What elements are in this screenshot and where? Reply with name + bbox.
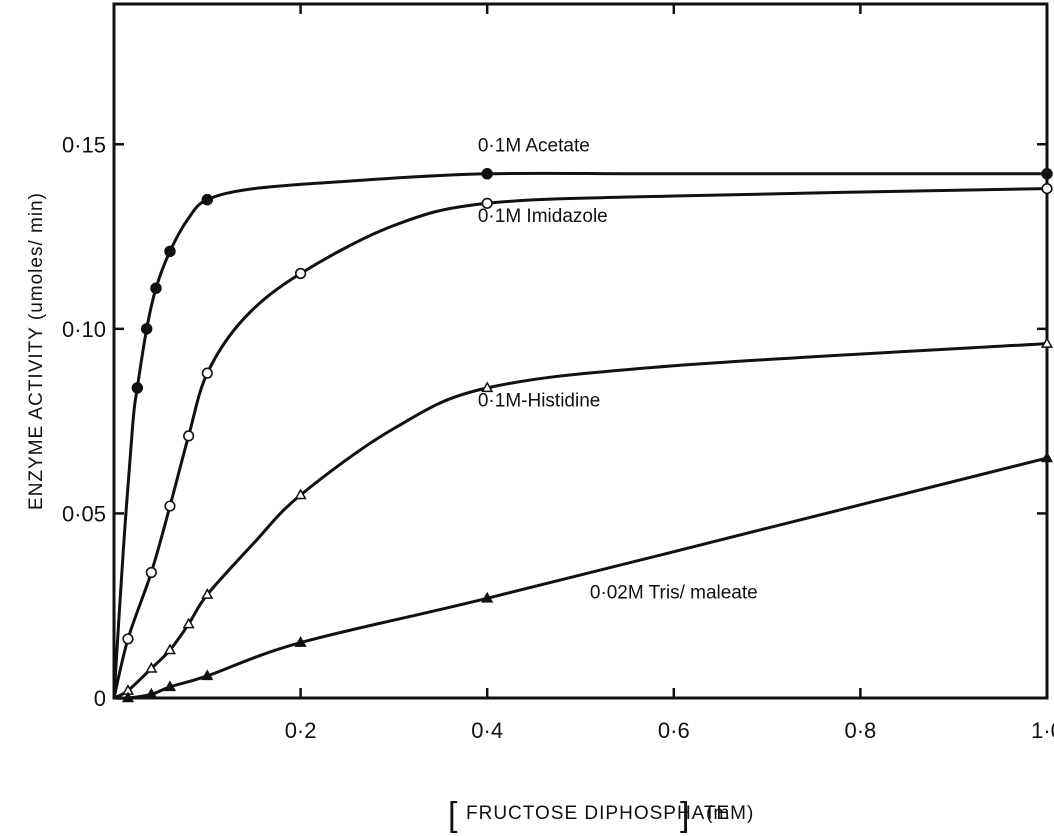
x-tick-label-3: 0·8	[845, 718, 877, 743]
data-point-s0-2	[150, 282, 162, 294]
data-point-s3-6	[1040, 451, 1054, 463]
axis-tick-labels: 0·2 0·4 0·6 0·8 1·0 0 0·05 0·10 0·15	[62, 132, 1054, 743]
series-line-2	[113, 342, 1048, 700]
x-tick-label-0: 0·2	[285, 718, 317, 743]
x-axis-label-close-bracket: ]	[680, 796, 689, 834]
series-markers	[121, 168, 1054, 703]
x-tick-label-2: 0·6	[658, 718, 690, 743]
axis-ticks	[114, 4, 1049, 698]
data-point-s2-4	[201, 588, 214, 599]
series-label-2: 0·1M-Histidine	[478, 390, 600, 411]
x-axis-label-open-bracket: [	[448, 796, 458, 834]
data-point-s1-3	[183, 430, 195, 442]
data-point-s2-5	[294, 488, 307, 500]
data-point-s3-1	[145, 687, 158, 699]
data-point-s1-4	[201, 367, 213, 379]
y-tick-label-0: 0	[94, 686, 106, 711]
data-point-s0-1	[140, 323, 153, 335]
data-point-s0-0	[131, 382, 144, 394]
series-label-3: 0·02M Tris/ maleate	[590, 582, 758, 603]
data-point-s3-3	[201, 669, 214, 681]
data-point-s3-2	[163, 680, 177, 692]
y-axis-label: ENZYME ACTIVITY (umoles/ min)	[26, 192, 47, 510]
x-axis-label: FRUCTOSE DIPHOSPHATE	[466, 803, 730, 824]
data-point-s0-5	[481, 168, 493, 180]
x-tick-label-4: 1·0	[1031, 718, 1054, 743]
data-point-s3-4	[294, 636, 307, 647]
data-point-s2-6	[481, 381, 494, 393]
series-curves	[112, 171, 1048, 700]
data-point-s1-1	[145, 566, 157, 579]
data-point-s0-4	[201, 193, 214, 206]
x-tick-label-1: 0·4	[471, 718, 503, 743]
y-tick-label-2: 0·10	[62, 317, 106, 342]
data-point-s2-1	[145, 661, 158, 673]
series-line-3	[113, 456, 1048, 700]
series-line-1	[112, 187, 1048, 699]
data-point-s1-0	[122, 633, 134, 645]
data-point-s1-2	[164, 500, 176, 512]
series-label-0: 0·1M Acetate	[478, 136, 590, 157]
data-point-s2-2	[163, 643, 177, 655]
data-point-s3-0	[121, 691, 135, 703]
y-tick-label-3: 0·15	[62, 132, 106, 157]
data-point-s2-3	[182, 617, 195, 629]
data-point-s1-5	[295, 267, 307, 280]
data-point-s0-3	[164, 245, 176, 258]
series-label-1: 0·1M Imidazole	[478, 206, 608, 227]
series-labels: 0·1M Acetate 0·1M Imidazole 0·1M-Histidine…	[478, 136, 758, 604]
x-axis-label-group: [ FRUCTOSE DIPHOSPHATE ] (mM)	[448, 796, 754, 834]
y-tick-label-1: 0·05	[62, 501, 106, 526]
data-point-s1-6	[481, 197, 493, 209]
x-axis-unit: (mM)	[706, 803, 754, 824]
data-point-s0-6	[1041, 168, 1053, 180]
data-point-s1-7	[1041, 182, 1053, 195]
data-point-s3-5	[481, 591, 494, 603]
plot-frame	[112, 2, 1049, 700]
series-line-0	[112, 171, 1047, 699]
data-point-s2-7	[1040, 337, 1054, 348]
